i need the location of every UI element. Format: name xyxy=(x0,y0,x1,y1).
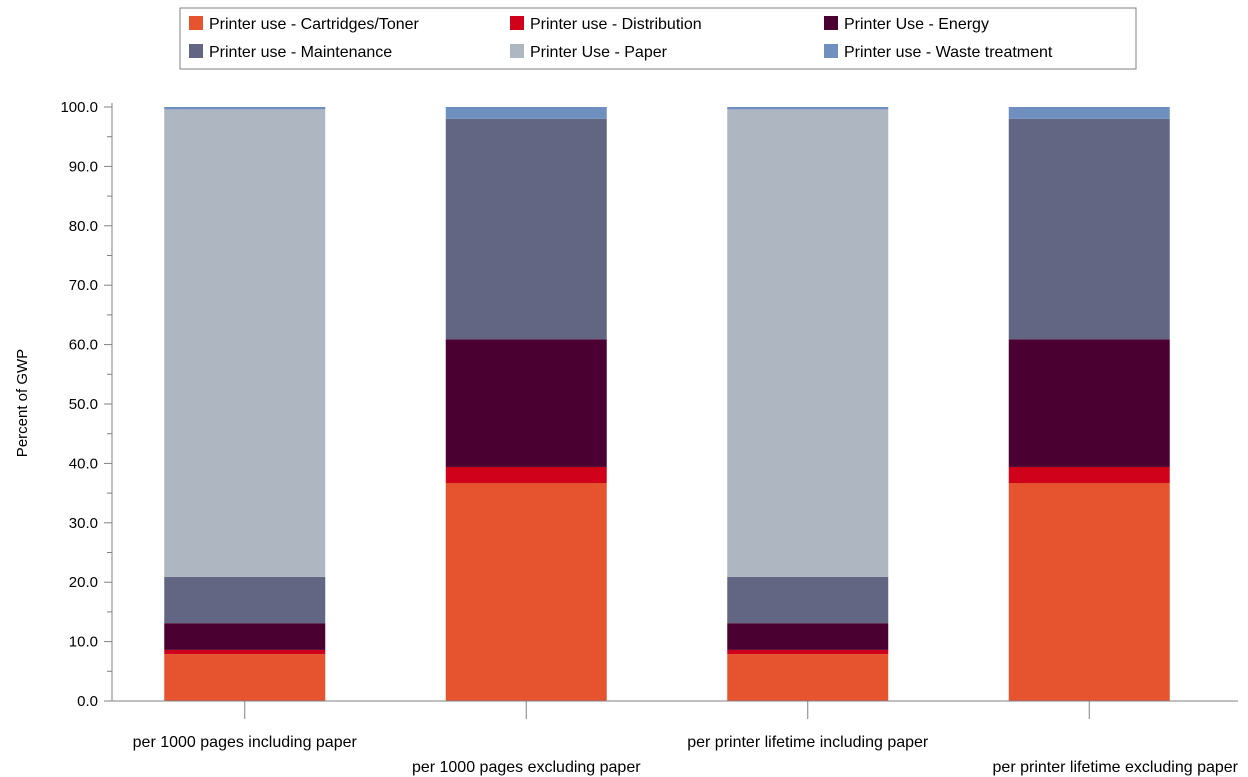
bar-printer-use-energy-1 xyxy=(164,623,326,650)
bar-printer-use-waste-treatment-2 xyxy=(445,107,607,119)
bar-printer-use-maintenance-2 xyxy=(445,118,607,340)
legend-item-printer-use-waste-treatment-label: Printer use - Waste treatment xyxy=(844,44,1053,61)
legend-item-printer-use-maintenance-label: Printer use - Maintenance xyxy=(209,44,392,61)
y-tick-label: 70.0 xyxy=(69,277,98,294)
bar-printer-use-maintenance-1 xyxy=(164,576,326,624)
legend-item-printer-use-energy-label: Printer Use - Energy xyxy=(844,16,989,33)
x-category-label-1: per 1000 pages including paper xyxy=(133,734,358,751)
x-category-label-4: per printer lifetime excluding paper xyxy=(993,759,1239,776)
y-tick-label: 80.0 xyxy=(69,218,98,235)
legend-box xyxy=(179,7,1137,70)
bar-printer-use-cartridges-toner-1 xyxy=(164,654,326,701)
bar-printer-use-maintenance-3 xyxy=(727,576,889,624)
bar-printer-use-distribution-4 xyxy=(1008,466,1170,484)
legend-item-printer-use-maintenance-swatch xyxy=(189,44,203,58)
legend-item-printer-use-paper-swatch xyxy=(510,44,524,58)
y-tick-label: 60.0 xyxy=(69,337,98,354)
bar-printer-use-paper-3 xyxy=(727,109,889,577)
bar-printer-use-cartridges-toner-4 xyxy=(1008,483,1170,701)
y-tick-label: 50.0 xyxy=(69,396,98,413)
bar-printer-use-distribution-1 xyxy=(164,649,326,655)
x-category-label-3: per printer lifetime including paper xyxy=(687,734,929,751)
bar-printer-use-cartridges-toner-3 xyxy=(727,654,889,701)
bar-printer-use-energy-3 xyxy=(727,623,889,650)
legend-item-printer-use-waste-treatment-swatch xyxy=(824,44,838,58)
bar-printer-use-cartridges-toner-2 xyxy=(445,483,607,701)
bar-printer-use-distribution-3 xyxy=(727,649,889,655)
bar-printer-use-distribution-2 xyxy=(445,466,607,484)
legend-item-printer-use-distribution-label: Printer use - Distribution xyxy=(530,16,702,33)
bar-printer-use-waste-treatment-1 xyxy=(164,107,326,110)
legend-item-printer-use-distribution-swatch xyxy=(510,16,524,30)
y-tick-label: 20.0 xyxy=(69,574,98,591)
y-tick-label: 100.0 xyxy=(60,99,98,116)
bars xyxy=(164,107,1170,701)
bar-printer-use-waste-treatment-4 xyxy=(1008,107,1170,119)
y-tick-label: 10.0 xyxy=(69,634,98,651)
axes: 0.0 10.0 20.0 30.0 40.0 50.0 60.0 70.0 80.0 90.0 1… xyxy=(60,99,1238,776)
legend-item-printer-use-energy-swatch xyxy=(824,16,838,30)
legend: Printer use - Cartridges/Toner Printer us… xyxy=(179,7,1137,70)
y-tick-label: 90.0 xyxy=(69,158,98,175)
legend-item-printer-use-cartridges-toner-label: Printer use - Cartridges/Toner xyxy=(209,16,420,33)
y-tick-label: 0.0 xyxy=(77,693,98,710)
y-tick-label: 40.0 xyxy=(69,455,98,472)
x-category-label-2: per 1000 pages excluding paper xyxy=(412,759,641,776)
legend-item-printer-use-paper-label: Printer Use - Paper xyxy=(530,44,668,61)
y-axis-title: Percent of GWP xyxy=(14,349,31,457)
bar-printer-use-maintenance-4 xyxy=(1008,118,1170,340)
bar-printer-use-energy-4 xyxy=(1008,339,1170,467)
legend-item-printer-use-cartridges-toner-swatch xyxy=(189,16,203,30)
y-tick-label: 30.0 xyxy=(69,515,98,532)
bar-printer-use-paper-1 xyxy=(164,109,326,577)
bar-printer-use-energy-2 xyxy=(445,339,607,467)
bar-printer-use-waste-treatment-3 xyxy=(727,107,889,110)
